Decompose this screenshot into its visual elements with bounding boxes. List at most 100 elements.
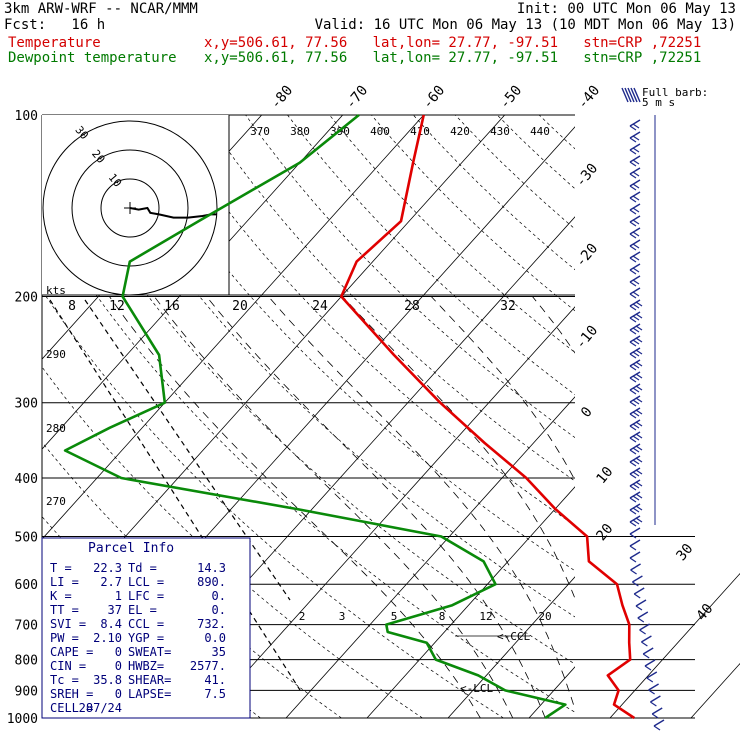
wind-barb-staff <box>637 611 649 619</box>
wind-barb-flag <box>629 305 637 311</box>
moist-adiabat <box>430 296 575 482</box>
wind-barb-flag <box>629 389 637 395</box>
parcel-row-value: 37 <box>108 603 122 617</box>
parcel-row-label: CELL = <box>50 701 93 715</box>
temperature-axis-label: -40 <box>575 83 604 113</box>
wind-barb-flag <box>629 197 637 203</box>
wind-barb-flag <box>635 493 643 499</box>
temperature-axis-label: -50 <box>497 83 526 113</box>
wind-barb-flag <box>639 629 646 635</box>
moist-adiabat <box>723 297 740 719</box>
wind-legend: Full barb:5 m s <box>621 86 708 109</box>
isotherm <box>42 115 424 540</box>
dry-adiabat <box>496 115 575 190</box>
wind-barb-flag <box>635 445 643 451</box>
parcel-row-label: PW = <box>50 631 79 645</box>
wind-barb-flag <box>632 171 640 177</box>
parcel-row-label: K = <box>50 589 72 603</box>
wind-barb-staff <box>629 251 641 259</box>
wind-barb-flag <box>632 147 640 153</box>
wind-barb-staff <box>651 707 663 715</box>
parcel-row-value: 287/24 <box>79 701 122 715</box>
parcel-row-value-right: 0.0 <box>204 631 226 645</box>
wind-barb-flag <box>629 365 637 371</box>
wind-barb-flag <box>632 363 640 369</box>
parcel-row-value: 22.3 <box>93 561 122 575</box>
wind-barb-flag <box>632 279 640 285</box>
parcel-row-value-right: 0. <box>212 603 226 617</box>
dry-adiabat <box>119 115 575 572</box>
wind-barb-flag <box>629 401 637 407</box>
hodograph-background <box>42 115 229 295</box>
wind-barb-staff <box>629 467 641 475</box>
wind-barb-flag <box>635 421 643 427</box>
wind-barb-flag <box>629 473 637 479</box>
wind-barb-flag <box>632 411 640 417</box>
wind-barb-flag <box>629 137 637 143</box>
wind-barb-flag <box>635 505 643 511</box>
wind-barb-flag <box>632 483 640 489</box>
wind-barb-staff <box>629 167 641 175</box>
wind-barb-flag <box>632 255 640 261</box>
wind-barb-flag <box>629 353 637 359</box>
parcel-row-label: SVI = <box>50 617 86 631</box>
dry-adiabat <box>42 210 575 713</box>
wind-barb-staff <box>644 659 656 667</box>
theta-label: 380 <box>290 125 310 138</box>
wind-barb-flag <box>632 423 640 429</box>
wind-barb-staff <box>629 179 641 187</box>
dry-adiabat <box>203 115 575 482</box>
wind-barb-flag <box>629 509 637 515</box>
parcel-row-label: LI = <box>50 575 79 589</box>
wind-barb-staff <box>632 575 643 583</box>
pressure-tick-label: 700 <box>15 619 38 634</box>
wind-barb-staff <box>629 155 641 163</box>
pressure-tick-label: 1000 <box>7 712 38 727</box>
wind-barb-flag <box>635 517 643 523</box>
wind-barb-staff <box>629 143 641 151</box>
wind-barb-staff <box>629 227 641 235</box>
temperature-axis-label: -60 <box>420 83 449 113</box>
temperature-legend-label: Temperature <box>8 35 101 51</box>
isotherm-extension-line <box>690 662 740 719</box>
hodograph-speed-label: 16 <box>164 299 180 314</box>
wind-barb-staff <box>650 695 661 703</box>
parcel-row-label: T = <box>50 561 72 575</box>
wind-barb-flag <box>629 461 637 467</box>
parcel-row-value: 2.7 <box>100 575 122 589</box>
wind-barb-staff <box>629 383 641 391</box>
wind-barb-staff <box>629 335 641 343</box>
wind-barb-staff <box>629 371 641 379</box>
wind-barb-flag <box>632 375 640 381</box>
parcel-row-value-right: 0. <box>212 589 226 603</box>
temperature-location-info: x,y=506.61, 77.56 lat,lon= 27.77, -97.51… <box>204 35 702 51</box>
parcel-row-label-right: CCL = <box>128 617 164 631</box>
temperature-axis-label: 10 <box>593 464 616 487</box>
isotherm-extension <box>609 572 740 719</box>
parcel-row-label-right: Td = <box>128 561 157 575</box>
wind-barb-flag <box>635 409 643 415</box>
wind-barb-flag <box>632 399 640 405</box>
parcel-row-value-right: 41. <box>204 673 226 687</box>
wind-barb-flag <box>632 351 640 357</box>
dry-adiabat <box>42 289 504 718</box>
parcel-row-label-right: LCL = <box>128 575 164 589</box>
theta-left-label: 290 <box>46 348 66 361</box>
wind-barb-flag <box>629 557 637 563</box>
wind-barb-flag <box>629 257 637 263</box>
valid-time: Valid: 16 UTC Mon 06 May 13 (10 MDT Mon … <box>314 17 736 33</box>
wind-barb-flag <box>629 125 637 131</box>
wind-barb-staff <box>629 347 641 355</box>
wind-barb-flag <box>629 377 637 383</box>
wind-barb-flag <box>641 641 648 647</box>
wind-barb-flag <box>632 339 640 345</box>
parcel-row-value-right: 14.3 <box>197 561 226 575</box>
temperature-axis-label: -30 <box>573 161 602 191</box>
wind-barb-flag <box>632 507 640 513</box>
mixing-ratio-label: 12 <box>479 610 492 623</box>
wind-barb-flag <box>635 433 643 439</box>
wind-barb-staff <box>629 131 641 139</box>
wind-barb-staff <box>629 275 641 283</box>
